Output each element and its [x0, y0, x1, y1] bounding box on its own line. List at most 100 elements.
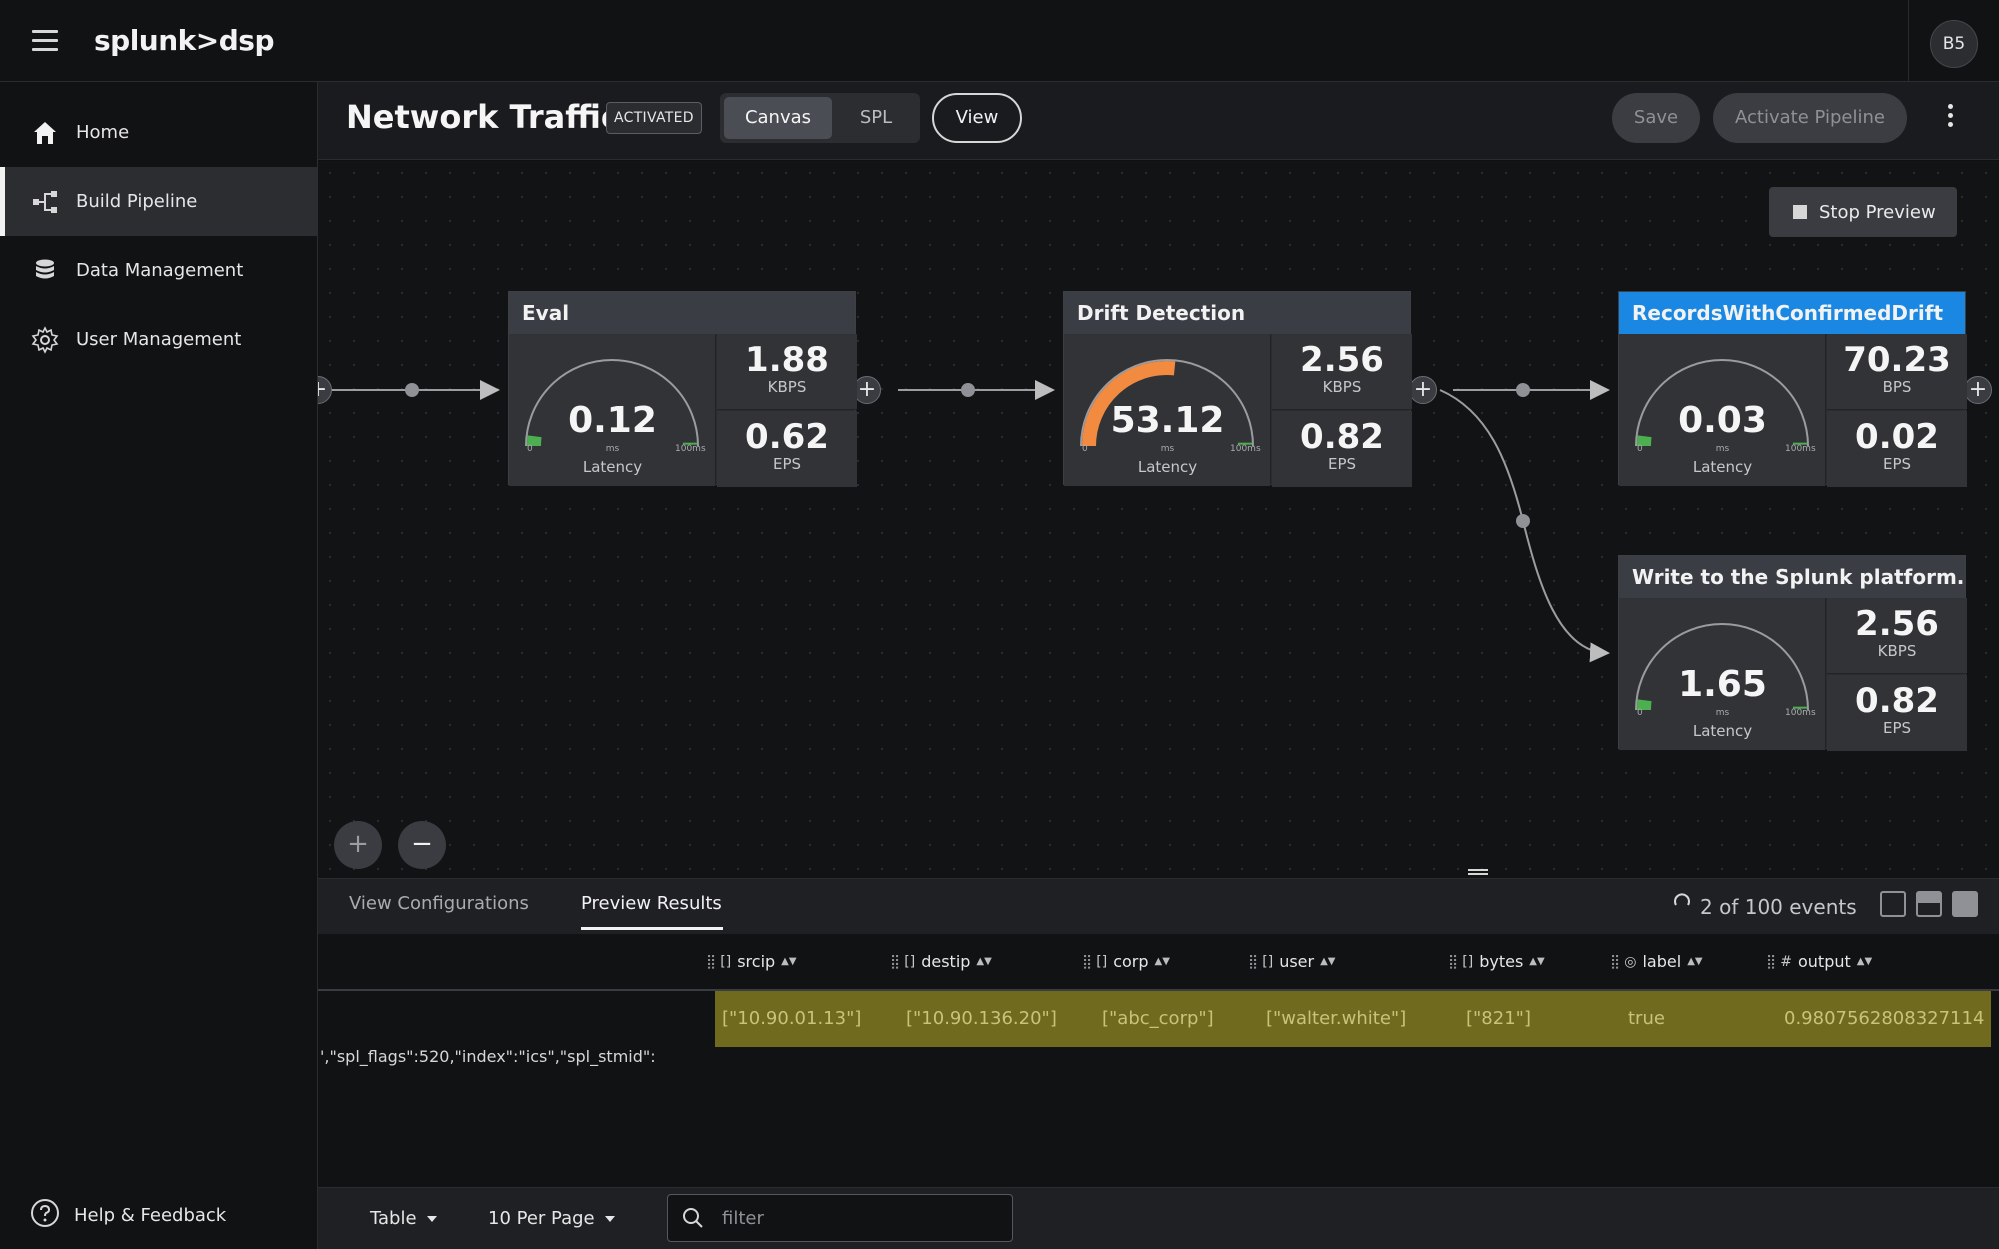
node-write-to-splunk[interactable]: Write to the Splunk platform... 1.65 0 m… — [1618, 555, 1967, 751]
chevron-down-icon — [426, 1215, 437, 1222]
gauge-min: 0 — [527, 444, 533, 454]
sort-icon[interactable]: ▲▼ — [1856, 956, 1873, 967]
sidebar-item-build-pipeline[interactable]: Build Pipeline — [0, 167, 318, 236]
bottom-panel-tabs: View Configurations Preview Results 2 of… — [318, 878, 1999, 934]
view-mode-dropdown[interactable]: Table — [370, 1208, 437, 1229]
drag-handle-icon[interactable]: ⣿ — [706, 953, 716, 970]
drag-handle-icon[interactable]: ⣿ — [1766, 953, 1776, 970]
node-title: Drift Detection — [1064, 292, 1410, 334]
mode-toggle: Canvas SPL — [720, 93, 920, 143]
avatar[interactable]: B5 — [1930, 20, 1978, 68]
edge-node — [1516, 383, 1530, 397]
column-header-srcip[interactable]: ⣿[] srcip ▲▼ — [706, 952, 797, 971]
help-feedback-link[interactable]: Help & Feedback — [30, 1198, 226, 1232]
metric-value: 0.62 — [745, 417, 829, 457]
sort-icon[interactable]: ▲▼ — [1320, 956, 1336, 967]
node-drift-detection[interactable]: Drift Detection 53.12 0 ms 100ms Latency… — [1063, 291, 1412, 487]
throughput-metric: 2.56 KBPS — [1272, 334, 1412, 410]
layout-split-icon[interactable] — [1916, 891, 1942, 917]
column-name: srcip — [737, 952, 776, 971]
column-name: corp — [1113, 952, 1149, 971]
results-table: ⣿[] srcip ▲▼ ⣿[] destip ▲▼ ⣿[] corp ▲▼ ⣿[] user… — [318, 934, 1999, 1187]
sidebar: Home Build Pipeline Data Management User… — [0, 82, 318, 1249]
filter-field[interactable] — [667, 1194, 1013, 1242]
gauge-fill — [1082, 361, 1176, 447]
sidebar-item-label: Build Pipeline — [76, 191, 198, 212]
save-button[interactable]: Save — [1612, 93, 1700, 143]
column-header-output[interactable]: ⣿ # output ▲▼ — [1766, 952, 1872, 971]
tab-preview-results[interactable]: Preview Results — [581, 893, 722, 914]
table-cell: ["10.90.136.20"] — [906, 1008, 1057, 1029]
sidebar-item-user-management[interactable]: User Management — [0, 305, 318, 374]
add-node-button[interactable]: + — [853, 376, 881, 404]
latency-gauge: 53.12 0 ms 100ms Latency — [1064, 334, 1271, 486]
zoom-in-button[interactable]: + — [334, 821, 382, 869]
node-records-with-confirmed-drift[interactable]: RecordsWithConfirmedDrift 0.03 0 ms 100m… — [1618, 291, 1967, 487]
latency-gauge: 1.65 0 ms 100ms Latency — [1619, 598, 1826, 750]
gauge-max: 100ms — [1785, 708, 1816, 718]
column-header-bytes[interactable]: ⣿[] bytes ▲▼ — [1448, 952, 1545, 971]
zoom-out-button[interactable]: − — [398, 821, 446, 869]
app-logo[interactable]: splunk>dsp — [94, 24, 275, 57]
tab-spl[interactable]: SPL — [859, 107, 893, 128]
node-eval[interactable]: Eval 0.12 0 ms 100ms Latency 1.88 KBPS 0… — [508, 291, 857, 487]
stop-icon — [1793, 205, 1807, 219]
gauge-unit: ms — [1715, 708, 1730, 718]
stop-preview-button[interactable]: Stop Preview — [1769, 187, 1957, 237]
sort-icon[interactable]: ▲▼ — [1529, 956, 1545, 967]
layout-collapse-icon[interactable] — [1880, 891, 1906, 917]
drag-handle-icon[interactable]: ⣿ — [1448, 953, 1458, 970]
tab-view-configurations[interactable]: View Configurations — [349, 893, 529, 914]
column-header-label[interactable]: ⣿ ◎ label ▲▼ — [1610, 952, 1703, 971]
gauge-track — [1635, 359, 1809, 447]
drag-handle-icon[interactable]: ⣿ — [1248, 953, 1258, 970]
home-icon — [31, 119, 59, 147]
drag-handle-icon[interactable]: ⣿ — [890, 953, 900, 970]
table-row[interactable] — [715, 991, 1991, 1047]
view-mode-label: Table — [370, 1208, 417, 1229]
drag-handle-icon[interactable]: ⣿ — [1082, 953, 1092, 970]
gauge-fill — [1637, 699, 1652, 711]
table-cell: ["821"] — [1466, 1008, 1531, 1029]
boolean-type-icon: ◎ — [1624, 953, 1637, 970]
events-count: 2 of 100 events — [1700, 895, 1857, 919]
status-badge: ACTIVATED — [606, 102, 702, 134]
menu-icon[interactable] — [32, 30, 58, 52]
sidebar-item-label: Data Management — [76, 260, 244, 281]
view-button[interactable]: View — [932, 93, 1022, 143]
gauge-min: 0 — [1082, 444, 1088, 454]
layout-expand-icon[interactable] — [1952, 891, 1978, 917]
column-header-user[interactable]: ⣿[] user ▲▼ — [1248, 952, 1336, 971]
metric-unit: BPS — [1882, 378, 1912, 396]
more-options-icon[interactable] — [1942, 104, 1958, 132]
metric-unit: EPS — [772, 455, 802, 473]
gauge-unit: ms — [1160, 444, 1175, 454]
column-header-destip[interactable]: ⣿[] destip ▲▼ — [890, 952, 992, 971]
sort-icon[interactable]: ▲▼ — [1154, 956, 1170, 967]
per-page-dropdown[interactable]: 10 Per Page — [488, 1208, 615, 1229]
sort-icon[interactable]: ▲▼ — [976, 956, 992, 967]
gauge-unit: ms — [605, 444, 620, 454]
sort-icon[interactable]: ▲▼ — [781, 956, 797, 967]
pipeline-canvas[interactable]: Stop Preview + + + + Eval 0.12 0 ms 100m… — [318, 161, 1999, 878]
sidebar-item-home[interactable]: Home — [0, 98, 318, 167]
array-type-icon: [] — [1096, 953, 1108, 970]
array-type-icon: [] — [1462, 953, 1474, 970]
eps-metric: 0.02 EPS — [1827, 411, 1967, 487]
sort-icon[interactable]: ▲▼ — [1687, 956, 1703, 967]
gauge-label: Latency — [1137, 458, 1198, 476]
metric-unit: EPS — [1327, 455, 1357, 473]
filter-input[interactable] — [722, 1205, 992, 1231]
column-header-corp[interactable]: ⣿[] corp ▲▼ — [1082, 952, 1170, 971]
panel-resize-handle[interactable] — [1468, 869, 1488, 875]
sidebar-item-data-management[interactable]: Data Management — [0, 236, 318, 305]
table-cell: true — [1628, 1008, 1665, 1029]
array-type-icon: [] — [904, 953, 916, 970]
add-node-button[interactable]: + — [1964, 376, 1992, 404]
help-label: Help & Feedback — [74, 1204, 227, 1226]
tab-canvas[interactable]: Canvas — [724, 97, 832, 139]
drag-handle-icon[interactable]: ⣿ — [1610, 953, 1620, 970]
activate-pipeline-button[interactable]: Activate Pipeline — [1713, 93, 1907, 143]
add-node-button[interactable]: + — [1409, 376, 1437, 404]
gauge-track — [1080, 359, 1254, 447]
